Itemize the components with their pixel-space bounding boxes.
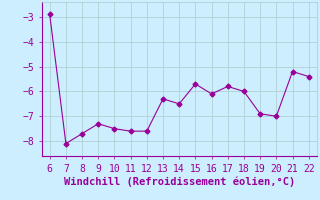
X-axis label: Windchill (Refroidissement éolien,°C): Windchill (Refroidissement éolien,°C) — [64, 176, 295, 187]
